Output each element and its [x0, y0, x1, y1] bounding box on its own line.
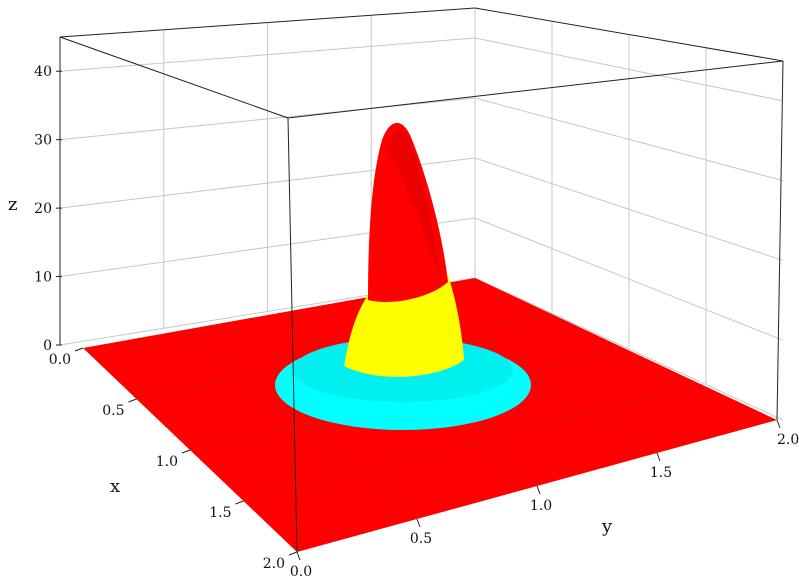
x-tick-mark [128, 398, 137, 403]
x-tick-label: 0.0 [49, 352, 71, 368]
x-tick-mark [74, 347, 84, 352]
y-tick-label: 1.5 [650, 465, 672, 481]
y-tick-label: 0.5 [410, 531, 432, 547]
y-tick-label: 0.0 [290, 564, 312, 578]
z-ticks: 0 10 20 30 40 [34, 64, 62, 354]
grid-lines [59, 8, 784, 421]
z-tick-label: 10 [34, 270, 52, 286]
x-tick-mark [181, 449, 191, 454]
x-tick-label: 2.0 [263, 556, 285, 572]
y-ticks: 0.0 0.5 1.0 1.5 2.0 [290, 419, 799, 578]
x-tick-label: 0.5 [102, 403, 124, 419]
y-tick-mark [296, 551, 301, 561]
z-tick-label: 30 [34, 133, 52, 149]
x-tick-mark [235, 500, 244, 505]
red-peak [368, 122, 448, 302]
y-tick-label: 2.0 [777, 432, 799, 448]
y-axis-label: y [601, 516, 613, 537]
z-axis-label: z [8, 194, 17, 215]
y-tick-mark [656, 452, 661, 462]
x-tick-mark [288, 551, 298, 556]
y-tick-mark [536, 485, 541, 495]
y-tick-label: 1.0 [530, 498, 552, 514]
x-tick-label: 1.0 [156, 454, 178, 470]
x-tick-label: 1.5 [209, 505, 231, 521]
z-tick-label: 40 [34, 64, 52, 80]
box-edges [59, 7, 784, 553]
x-ticks: 0.0 0.5 1.0 1.5 2.0 [49, 347, 298, 572]
x-axis-label: x [110, 476, 120, 497]
y-tick-mark [776, 419, 781, 429]
z-tick-label: 20 [34, 201, 52, 217]
z-tick-label: 0 [43, 338, 52, 354]
y-tick-mark [416, 518, 421, 528]
base-grid-line [243, 384, 702, 502]
red-peak-shade [388, 130, 440, 278]
